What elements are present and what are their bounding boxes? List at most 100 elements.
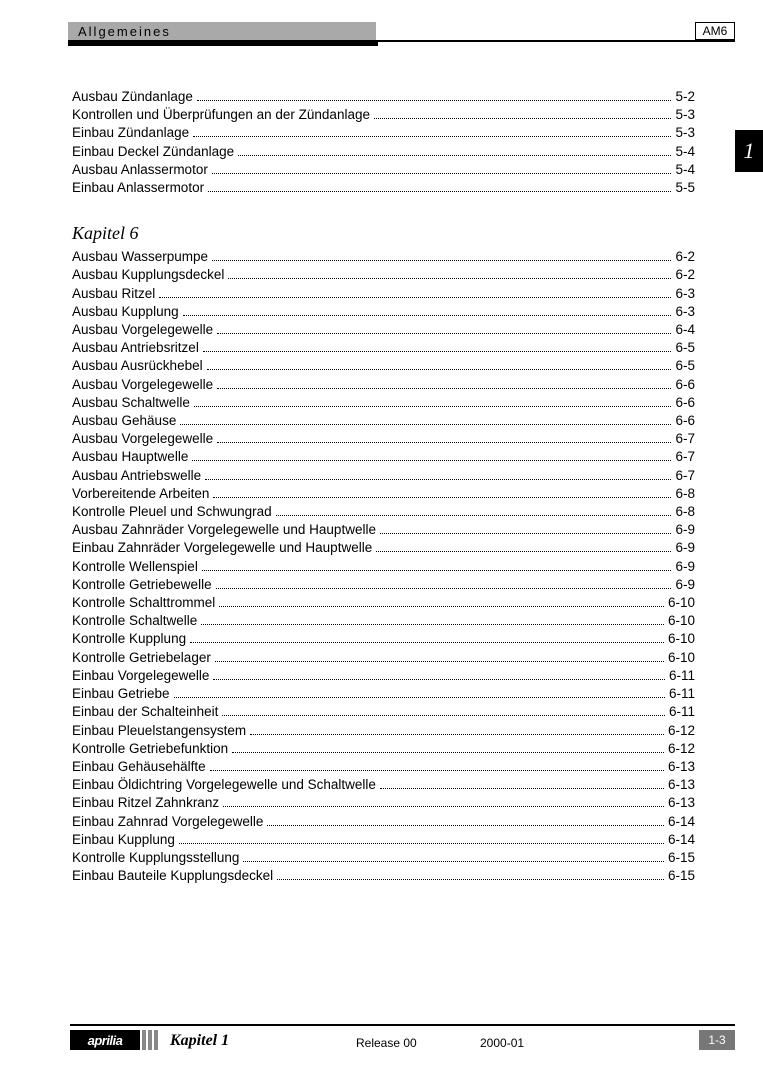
toc-row: Kontrolle Kupplungsstellung 6-15 [72,849,695,867]
toc-dot-leader [197,100,672,101]
toc-entry-label: Einbau Pleuelstangensystem [72,722,246,740]
toc-entry-label: Einbau Ritzel Zahnkranz [72,794,219,812]
toc-row: Kontrolle Getriebefunktion 6-12 [72,740,695,758]
toc-entry-page: 6-10 [668,630,695,648]
toc-entry-label: Ausbau Antriebsritzel [72,339,199,357]
brand-logo: aprilia [70,1030,140,1050]
toc-entry-label: Einbau der Schalteinheit [72,703,218,721]
toc-entry-label: Ausbau Ausrückhebel [72,357,203,375]
toc-dot-leader [238,155,671,156]
toc-row: Einbau Zündanlage 5-3 [72,124,695,142]
toc-dot-leader [223,806,664,807]
toc-dot-leader [190,642,664,643]
toc-dot-leader [374,118,672,119]
toc-row: Einbau Bauteile Kupplungsdeckel 6-15 [72,867,695,885]
footer-chapter-label: Kapitel 1 [170,1032,229,1050]
toc-dot-leader [380,788,664,789]
toc-dot-leader [212,260,671,261]
toc-entry-label: Ausbau Zündanlage [72,88,193,106]
toc-entry-page: 6-14 [668,831,695,849]
toc-entry-page: 6-6 [675,412,695,430]
toc-dot-leader [380,533,672,534]
toc-entry-label: Ausbau Wasserpumpe [72,248,208,266]
toc-entry-label: Kontrolle Wellenspiel [72,558,198,576]
toc-entry-page: 6-2 [675,248,695,266]
toc-row: Ausbau Antriebswelle 6-7 [72,467,695,485]
header-code-box: AM6 [695,22,735,40]
toc-entry-page: 6-11 [669,685,695,703]
toc-dot-leader [243,861,664,862]
toc-entry-page: 6-8 [675,503,695,521]
toc-entry-page: 6-8 [675,485,695,503]
toc-dot-leader [213,679,665,680]
footer-page-number: 1-3 [699,1030,735,1050]
toc-entry-page: 6-4 [675,321,695,339]
toc-entry-page: 6-6 [675,376,695,394]
toc-dot-leader [376,551,671,552]
toc-entry-label: Ausbau Hauptwelle [72,448,188,466]
footer-decor-bars [142,1030,158,1050]
toc-entry-page: 6-5 [675,357,695,375]
toc-row: Einbau Anlassermotor 5-5 [72,179,695,197]
toc-entry-label: Ausbau Vorgelegewelle [72,430,213,448]
toc-entry-page: 6-7 [675,448,695,466]
toc-dot-leader [228,278,671,279]
toc-entry-page: 6-10 [668,612,695,630]
toc-entry-page: 6-11 [669,667,695,685]
toc-entry-label: Kontrolle Kupplungsstellung [72,849,239,867]
toc-dot-leader [179,843,664,844]
toc-dot-leader [159,297,671,298]
toc-entry-page: 5-5 [675,179,695,197]
toc-row: Einbau Pleuelstangensystem 6-12 [72,722,695,740]
toc-dot-leader [213,497,671,498]
toc-entry-page: 6-11 [669,703,695,721]
toc-entry-page: 5-2 [675,88,695,106]
toc-dot-leader [222,715,665,716]
toc-entry-page: 6-9 [675,521,695,539]
toc-row: Einbau Getriebe 6-11 [72,685,695,703]
toc-entry-page: 6-10 [668,649,695,667]
toc-row: Kontrolle Schalttrommel 6-10 [72,594,695,612]
toc-dot-leader [232,752,664,753]
toc-entry-page: 5-4 [675,143,695,161]
footer-date-label: 2000-01 [480,1036,524,1050]
toc-row: Einbau Gehäusehälfte 6-13 [72,758,695,776]
toc-entry-label: Kontrolle Getriebefunktion [72,740,228,758]
toc-entry-page: 6-14 [668,813,695,831]
page-header: Allgemeines AM6 [0,22,763,44]
toc-row: Kontrolle Wellenspiel 6-9 [72,558,695,576]
toc-dot-leader [192,460,671,461]
table-of-contents: Ausbau Zündanlage 5-2Kontrollen und Über… [72,88,695,885]
toc-entry-label: Einbau Gehäusehälfte [72,758,206,776]
toc-dot-leader [217,388,671,389]
toc-entry-label: Einbau Öldichtring Vorgelegewelle und Sc… [72,776,376,794]
toc-row: Ausbau Vorgelegewelle 6-4 [72,321,695,339]
header-section-title: Allgemeines [68,22,376,40]
toc-entry-page: 5-3 [675,106,695,124]
toc-row: Kontrolle Schaltwelle 6-10 [72,612,695,630]
toc-row: Einbau Kupplung 6-14 [72,831,695,849]
toc-dot-leader [219,606,664,607]
toc-entry-page: 6-12 [668,740,695,758]
toc-entry-label: Einbau Anlassermotor [72,179,204,197]
toc-row: Einbau Zahnräder Vorgelegewelle und Haup… [72,539,695,557]
toc-row: Ausbau Vorgelegewelle 6-6 [72,376,695,394]
toc-row: Ausbau Hauptwelle 6-7 [72,448,695,466]
toc-entry-label: Einbau Bauteile Kupplungsdeckel [72,867,273,885]
toc-dot-leader [183,315,672,316]
toc-dot-leader [180,424,671,425]
toc-row: Kontrolle Pleuel und Schwungrad 6-8 [72,503,695,521]
toc-entry-label: Ausbau Ritzel [72,285,155,303]
toc-dot-leader [267,825,664,826]
toc-row: Einbau der Schalteinheit 6-11 [72,703,695,721]
toc-dot-leader [207,369,672,370]
toc-entry-label: Kontrolle Pleuel und Schwungrad [72,503,272,521]
toc-entry-label: Einbau Zahnräder Vorgelegewelle und Haup… [72,539,372,557]
toc-dot-leader [217,442,671,443]
toc-row: Ausbau Vorgelegewelle 6-7 [72,430,695,448]
toc-entry-label: Vorbereitende Arbeiten [72,485,209,503]
document-page: Allgemeines AM6 1 Ausbau Zündanlage 5-2K… [0,0,763,1080]
toc-entry-label: Kontrolle Kupplung [72,630,186,648]
toc-entry-label: Einbau Zahnrad Vorgelegewelle [72,813,263,831]
header-underline [115,40,735,42]
